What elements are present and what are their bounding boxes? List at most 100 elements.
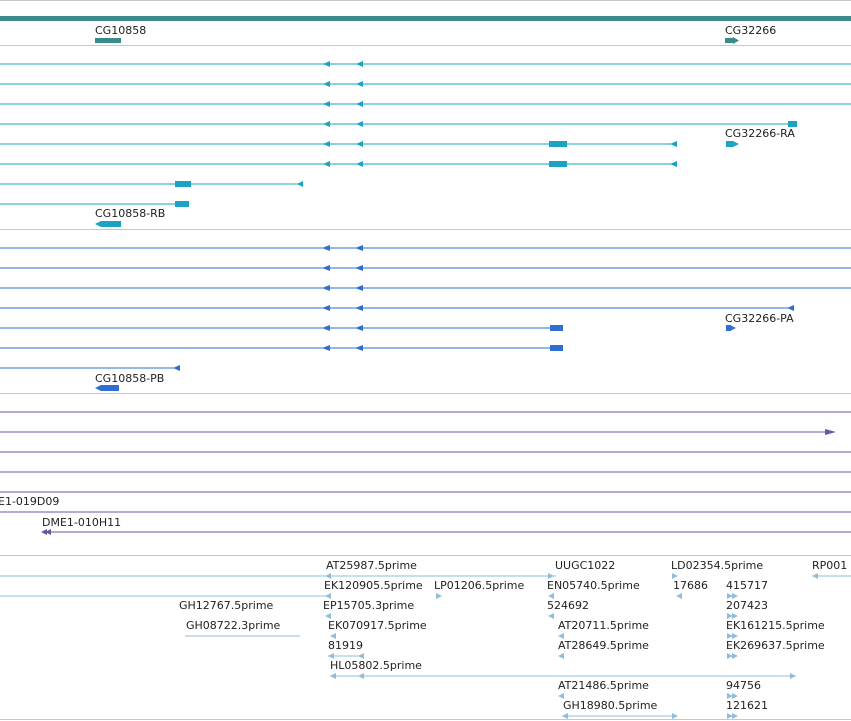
exon-arrow-icon [323, 61, 330, 67]
exon-arrow-icon [356, 81, 363, 87]
cds-arrow-icon [322, 285, 330, 291]
est-arrow-icon [732, 653, 738, 659]
est-arrow-icon [727, 653, 733, 659]
exon-arrow-icon [323, 141, 330, 147]
est-track[interactable] [0, 573, 851, 719]
est-label: 121621 [726, 699, 768, 712]
est-label: GH18980.5prime [563, 699, 658, 712]
transcript-label-rb: CG10858-RB [95, 207, 165, 220]
exon-arrow-icon [670, 161, 677, 167]
est-label: AT21486.5prime [558, 679, 649, 692]
est-label: AT28649.5prime [558, 639, 649, 652]
cds-arrow-icon [355, 325, 363, 331]
cds-arrow-icon [322, 265, 330, 271]
exon-arrow-icon [733, 141, 739, 147]
cds-arrow-icon [173, 365, 180, 371]
est-label: EN05740.5prime [547, 579, 640, 592]
cds-arrow-icon [730, 325, 736, 331]
gene-label-cg32266: CG32266 [725, 24, 776, 37]
est-label: GH08722.3prime [186, 619, 281, 632]
est-label: EK120905.5prime [324, 579, 423, 592]
gene-span-bar[interactable] [0, 16, 851, 21]
exon-block [726, 141, 733, 147]
est-label: 524692 [547, 599, 589, 612]
exon-arrow-icon [356, 161, 363, 167]
gene-feature-cg32266[interactable] [725, 38, 733, 43]
transcript-label-ra: CG32266-RA [725, 127, 795, 140]
exon-block [549, 161, 567, 167]
est-label: EK070917.5prime [328, 619, 427, 632]
gene-label-cg10858: CG10858 [95, 24, 146, 37]
exon-block [175, 201, 189, 207]
est-label: AT25987.5prime [326, 559, 417, 572]
cds-arrow-icon [95, 385, 101, 391]
cds-label-pa: CG32266-PA [725, 312, 794, 325]
cds-arrow-icon [322, 345, 330, 351]
clone-track[interactable]: E1-019D09 DME1-010H11 [0, 411, 851, 535]
exon-arrow-icon [356, 121, 363, 127]
est-arrow-icon [812, 573, 818, 579]
cds-arrow-icon [355, 265, 363, 271]
mrna-track[interactable]: CG32266-RA CG10858-RB [0, 61, 851, 227]
cds-arrow-icon [322, 325, 330, 331]
est-arrow-icon [732, 713, 738, 719]
exon-arrow-icon [670, 141, 677, 147]
est-label: 81919 [328, 639, 363, 652]
gene-strand-arrow-icon [733, 37, 739, 44]
est-arrow-icon [727, 593, 733, 599]
cds-marks [95, 245, 794, 391]
exon-block [788, 121, 797, 127]
est-arrow-icon [672, 573, 678, 579]
est-label: 17686 [673, 579, 708, 592]
clone-label-h11: DME1-010H11 [42, 516, 121, 529]
exon-arrow-icon [356, 61, 363, 67]
est-arrow-icon [436, 593, 442, 599]
est-arrow-icon [558, 653, 564, 659]
est-arrow-icon [732, 693, 738, 699]
exon-arrow-icon [323, 161, 330, 167]
est-label: HL05802.5prime [330, 659, 422, 672]
cds-arrow-icon [355, 345, 363, 351]
est-arrow-icon [548, 613, 554, 619]
cds-label-pb: CG10858-PB [95, 372, 164, 385]
exon-arrow-icon [323, 101, 330, 107]
est-arrow-icon [358, 653, 364, 659]
exon-arrow-icon [323, 81, 330, 87]
est-label: EP15705.3prime [323, 599, 414, 612]
est-arrow-icon [727, 613, 733, 619]
est-labels: AT25987.5prime UUGC1022 LD02354.5prime RP00… [179, 559, 847, 712]
est-label: UUGC1022 [555, 559, 615, 572]
est-marks [325, 573, 818, 719]
cds-arrow-icon [355, 305, 363, 311]
est-arrow-icon [676, 593, 682, 599]
cds-arrow-icon [355, 285, 363, 291]
clone-arrow-icon [41, 529, 47, 535]
exon-block [101, 221, 121, 227]
est-arrow-icon [330, 633, 336, 639]
cds-block [101, 385, 119, 391]
cds-track[interactable]: CG32266-PA CG10858-PB [0, 245, 851, 391]
est-arrow-icon [727, 693, 733, 699]
est-arrow-icon [732, 613, 738, 619]
est-arrow-icon [328, 653, 334, 659]
est-arrow-icon [325, 613, 331, 619]
cds-block [726, 325, 731, 331]
est-arrow-icon [732, 633, 738, 639]
exon-arrow-icon [323, 121, 330, 127]
est-arrow-icon [358, 673, 364, 679]
cds-arrow-icon [322, 305, 330, 311]
gene-feature-cg10858[interactable] [95, 38, 121, 43]
est-label: GH12767.5prime [179, 599, 274, 612]
est-arrow-icon [558, 633, 564, 639]
est-arrow-icon [727, 633, 733, 639]
est-arrow-icon [672, 713, 678, 719]
est-label: EK269637.5prime [726, 639, 825, 652]
est-label: 415717 [726, 579, 768, 592]
est-arrow-icon [562, 713, 568, 719]
gene-track[interactable]: CG10858 CG32266 [0, 16, 851, 44]
est-label: AT20711.5prime [558, 619, 649, 632]
clone-arrow-icon [45, 529, 51, 535]
exon-block [549, 141, 567, 147]
exon-arrow-icon [95, 221, 101, 227]
